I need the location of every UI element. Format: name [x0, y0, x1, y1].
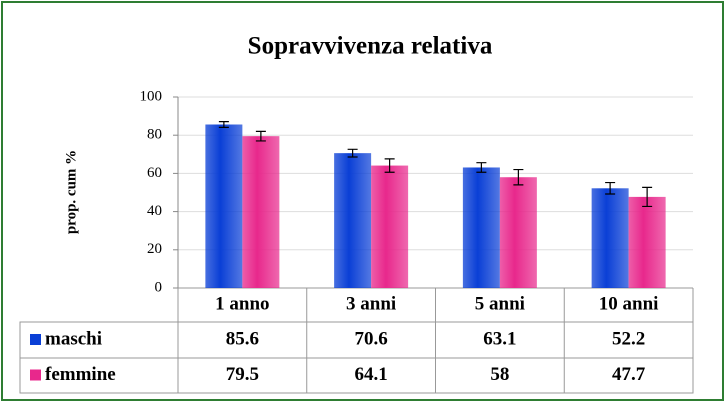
error-bar — [347, 148, 358, 158]
legend-swatch — [30, 369, 41, 381]
legend-label: maschi — [45, 328, 102, 349]
bar — [334, 153, 372, 288]
bar — [591, 188, 629, 288]
y-tick-label: 40 — [147, 203, 162, 219]
bar — [499, 177, 537, 288]
y-tick-label: 20 — [147, 241, 162, 257]
bar — [462, 167, 500, 288]
y-tick-label: 60 — [147, 165, 162, 181]
y-tick-label: 80 — [147, 127, 162, 143]
error-bar — [476, 162, 487, 173]
legend-swatch — [30, 334, 41, 345]
chart-title: Sopravvivenza relativa — [248, 33, 493, 60]
table-value: 64.1 — [355, 364, 388, 385]
table-value: 85.6 — [226, 328, 259, 349]
y-tick-label: 0 — [155, 279, 163, 295]
bar — [205, 124, 243, 288]
table-value: 63.1 — [483, 328, 516, 349]
table-value: 70.6 — [355, 328, 388, 349]
table-value: 52.2 — [612, 328, 645, 349]
x-tick-label: 3 anni — [346, 293, 396, 314]
legend-label: femmine — [45, 364, 116, 385]
error-bar — [605, 181, 616, 195]
error-bar — [642, 186, 653, 208]
error-bar — [218, 121, 229, 128]
x-tick-label: 5 anni — [475, 293, 525, 314]
table-value: 79.5 — [226, 364, 259, 385]
error-bar — [384, 158, 395, 173]
bar — [242, 136, 280, 288]
x-tick-label: 1 anno — [215, 293, 269, 314]
error-bar — [255, 130, 266, 142]
bar — [628, 196, 666, 288]
y-tick-label: 100 — [140, 88, 163, 104]
table-value: 47.7 — [612, 364, 646, 385]
x-tick-label: 10 anni — [599, 293, 659, 314]
table-value: 58 — [490, 364, 509, 385]
error-bar — [513, 168, 524, 186]
y-axis-label: prop. cum % — [63, 150, 79, 234]
bar — [371, 165, 409, 288]
